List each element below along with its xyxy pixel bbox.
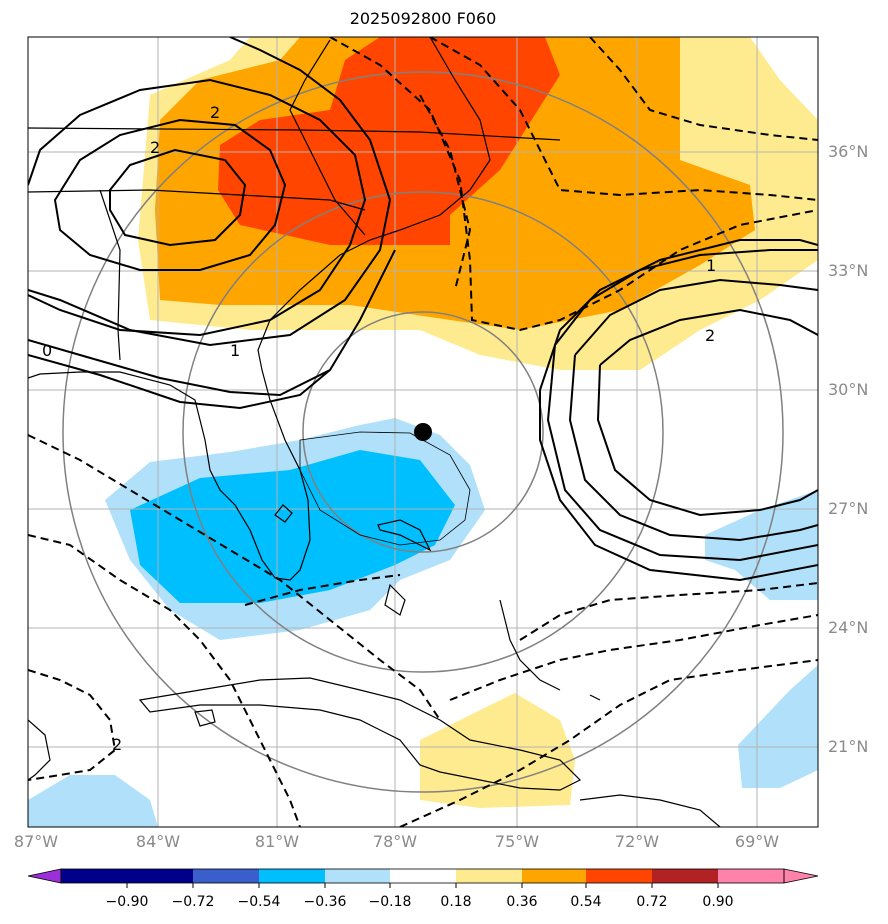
- fill-light-blue-southwest: [28, 775, 158, 827]
- colorbar-swatch: [586, 869, 652, 883]
- lat-label: 27°N: [828, 499, 869, 518]
- colorbar-extend-high: [783, 868, 819, 884]
- contour-label: 2: [705, 326, 715, 345]
- contour-label: 0: [42, 341, 52, 360]
- contour-label: 1: [706, 256, 716, 275]
- lon-label: 69°W: [734, 832, 780, 851]
- fill-red-orange: [218, 37, 560, 245]
- lat-label: 24°N: [828, 618, 869, 637]
- map-frame: [27, 36, 819, 828]
- fill-light-blue-east: [705, 490, 818, 600]
- lat-label: 36°N: [828, 142, 869, 161]
- contour-label: 2: [210, 103, 220, 122]
- colorbar-swatch: [718, 869, 784, 883]
- contour-label: 1: [230, 341, 240, 360]
- lon-label: 78°W: [372, 832, 418, 851]
- lat-label: 21°N: [828, 737, 869, 756]
- coastlines: [28, 37, 721, 827]
- lon-label: 72°W: [614, 832, 660, 851]
- colorbar-swatch: [652, 869, 718, 883]
- lon-label: 75°W: [494, 832, 540, 851]
- lat-label: 33°N: [828, 261, 869, 280]
- colorbar-swatch: [522, 869, 586, 883]
- colorbar-tick-label: 0.18: [440, 894, 472, 910]
- colorbar-tick-label: −0.36: [303, 894, 347, 910]
- colorbar-tick-label: 0.90: [702, 894, 734, 910]
- colorbar: [27, 868, 819, 888]
- colorbar-swatch: [259, 869, 325, 883]
- dashed-contours: [28, 37, 818, 827]
- colorbar-tick-label: −0.54: [237, 894, 281, 910]
- lon-label: 81°W: [254, 832, 300, 851]
- colorbar-swatch: [456, 869, 522, 883]
- lat-label: 30°N: [828, 380, 869, 399]
- graticule: [28, 37, 818, 827]
- map-title: 2025092800 F060: [349, 9, 497, 28]
- colorbar-swatch: [193, 869, 259, 883]
- thin-ring: [299, 431, 471, 546]
- map-plot-area: 2 2 1 0 1 2 2: [28, 37, 818, 827]
- fill-light-yellow-south: [420, 693, 575, 808]
- contour-label: 2: [150, 138, 160, 157]
- colorbar-ticks: [126, 883, 719, 888]
- fill-deep-blue-florida: [130, 450, 455, 603]
- colorbar-tick-label: −0.18: [368, 894, 412, 910]
- storm-center-marker: [414, 423, 432, 441]
- lon-label: 84°W: [135, 832, 181, 851]
- contour-label: 2: [112, 735, 122, 754]
- colorbar-tick-label: 0.72: [636, 894, 668, 910]
- colorbar-extend-low: [27, 868, 62, 884]
- colorbar-tick-label: 0.54: [570, 894, 602, 910]
- colorbar-tick-label: −0.90: [105, 894, 149, 910]
- colorbar-frame: [60, 868, 785, 884]
- colorbar-tick-label: −0.72: [171, 894, 215, 910]
- colorbar-tick-label: 0.36: [506, 894, 538, 910]
- solid-contours: [28, 37, 818, 582]
- fill-light-blue-southeast: [738, 665, 818, 788]
- colorbar-swatch: [61, 869, 127, 883]
- lon-label: 87°W: [13, 832, 59, 851]
- range-rings: [62, 71, 784, 793]
- colorbar-swatch: [325, 869, 390, 883]
- colorbar-swatch: [127, 869, 193, 883]
- colorbar-swatch: [390, 869, 456, 883]
